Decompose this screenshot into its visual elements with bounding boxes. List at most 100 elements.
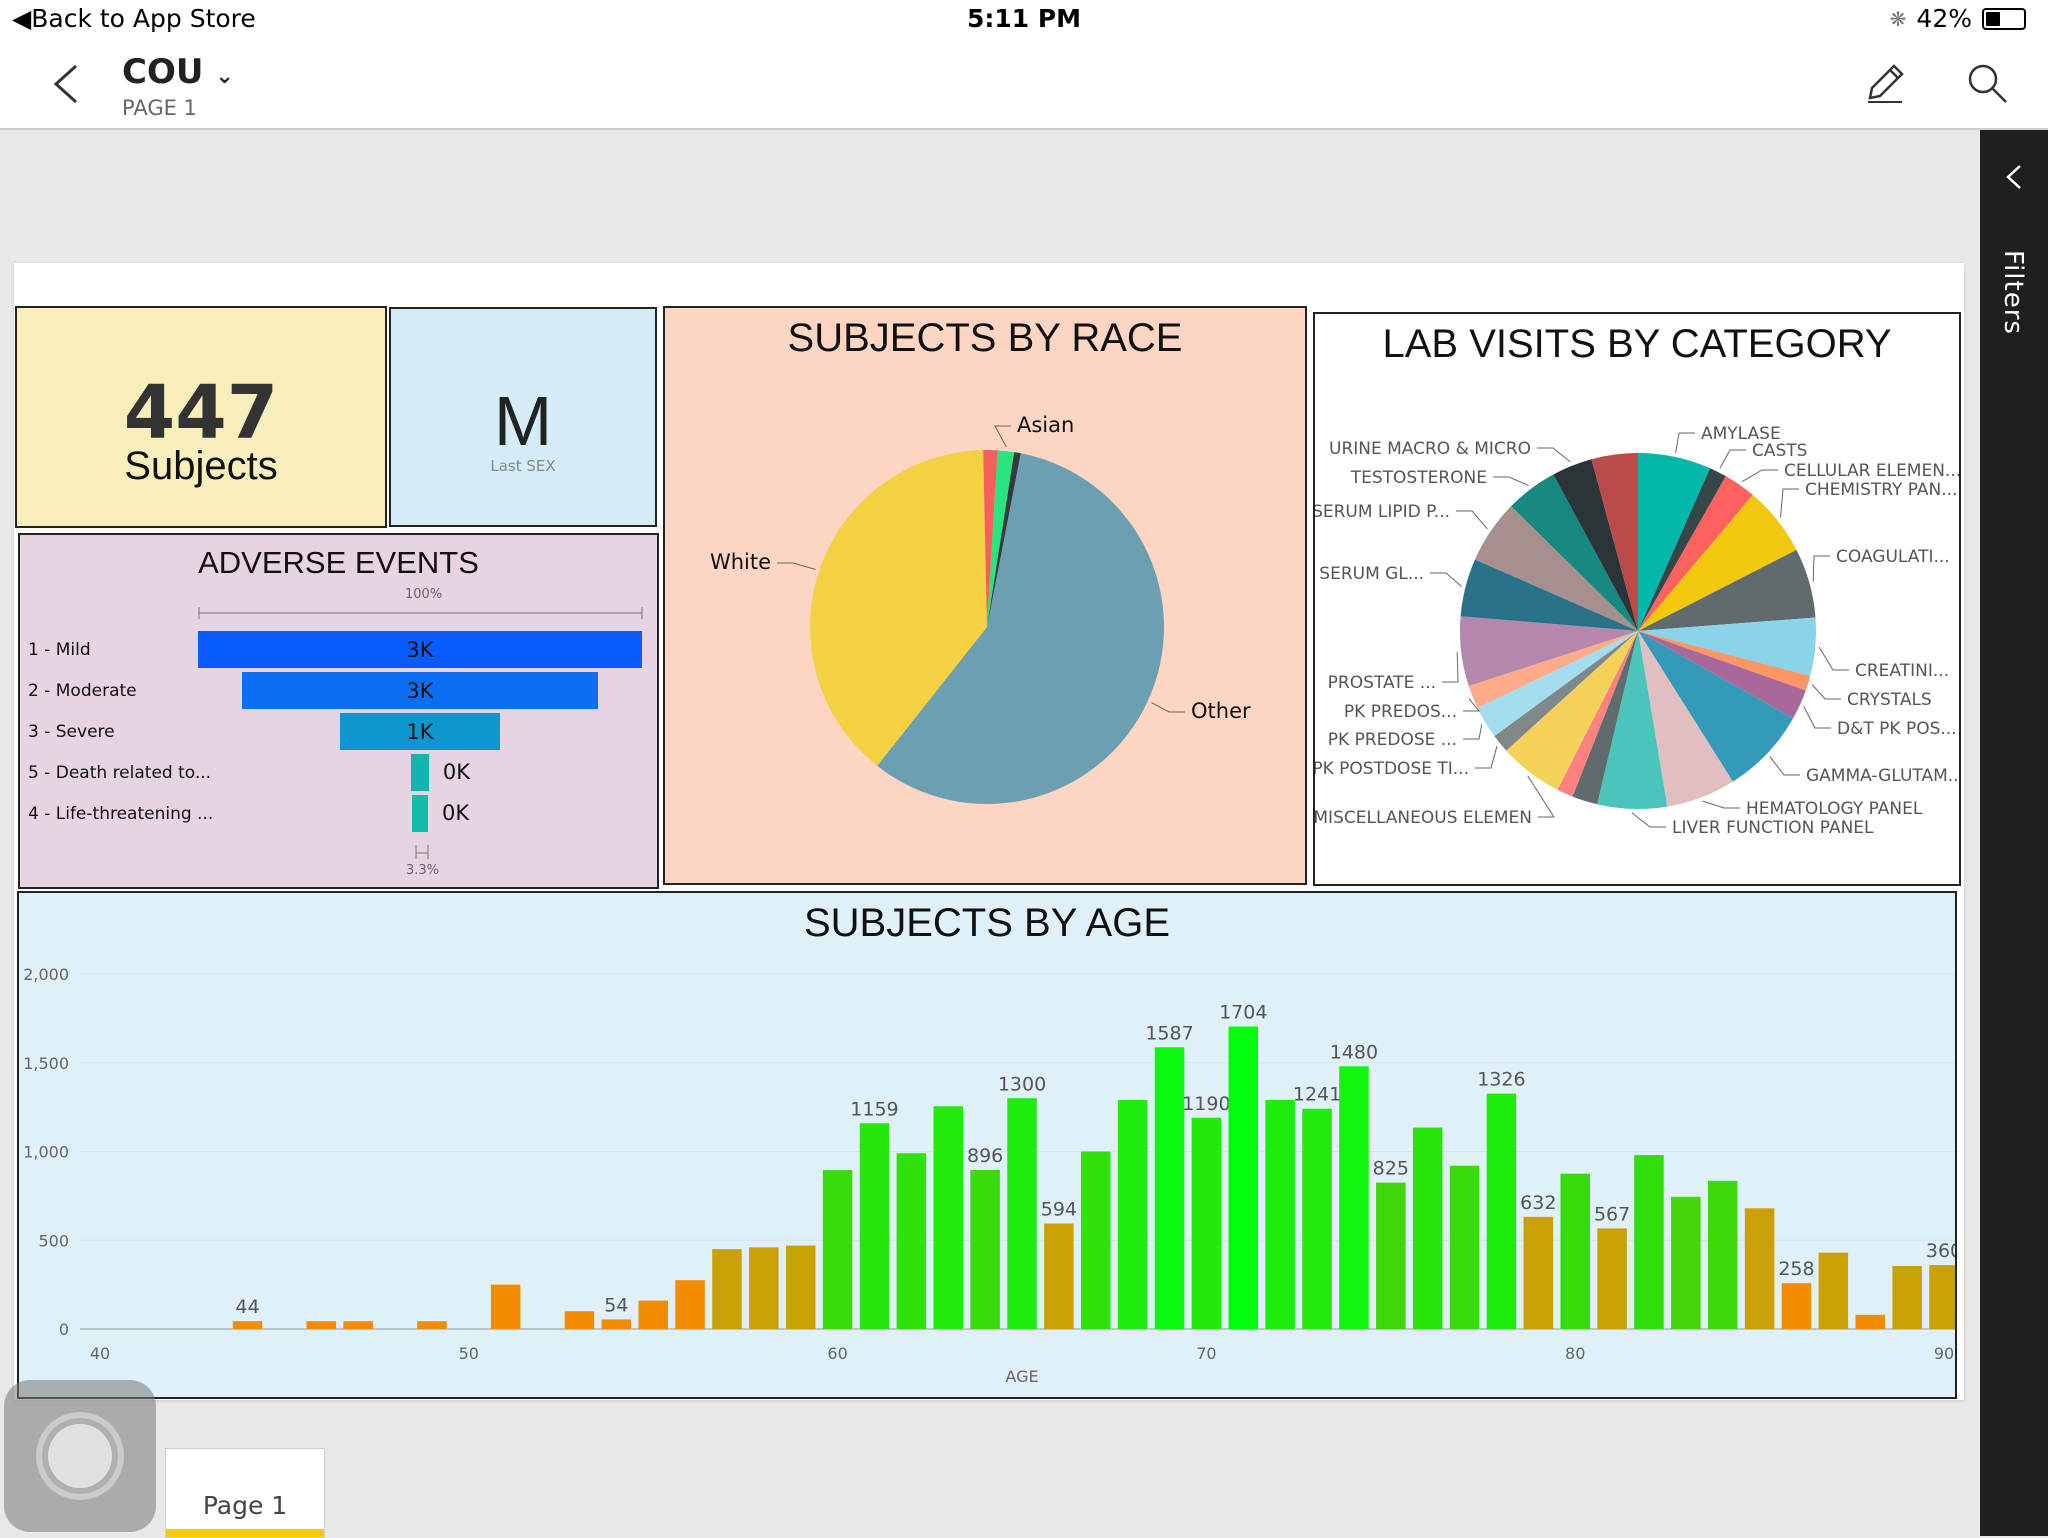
filters-pane[interactable]: [1980, 130, 2048, 1536]
subjects-card[interactable]: 447 Subjects: [15, 306, 387, 528]
search-icon[interactable]: [1966, 62, 2010, 106]
pen-icon[interactable]: [1862, 60, 1908, 106]
pie-slice[interactable]: [1460, 616, 1638, 687]
age-bar[interactable]: [675, 1280, 705, 1329]
pie-slice[interactable]: [1638, 494, 1797, 631]
age-bar[interactable]: [1744, 1208, 1775, 1329]
pie-slice[interactable]: [1506, 631, 1638, 790]
age-bar[interactable]: [896, 1153, 927, 1329]
funnel-bottom-percent: 3.3%: [406, 863, 440, 878]
adverse-events-funnel[interactable]: ADVERSE EVENTS 100% 1 - Mild 3K 2 - Modera…: [18, 533, 659, 889]
age-bar[interactable]: [749, 1247, 779, 1329]
battery-fill: [1986, 11, 2000, 26]
race-pie-tile[interactable]: SUBJECTS BY RACE Other White Asian: [663, 306, 1307, 885]
age-bar[interactable]: [306, 1321, 337, 1329]
age-bar[interactable]: [1228, 1026, 1259, 1329]
age-bar[interactable]: [1855, 1314, 1885, 1329]
pie-slice[interactable]: [983, 450, 998, 627]
age-bar[interactable]: [1044, 1223, 1074, 1329]
age-bar[interactable]: [1339, 1066, 1369, 1329]
pie-slice[interactable]: [1638, 631, 1733, 807]
pie-slice[interactable]: [1638, 631, 1806, 719]
pie-slice[interactable]: [1638, 476, 1753, 631]
age-bar[interactable]: [785, 1245, 816, 1329]
assistive-touch-button[interactable]: [4, 1380, 156, 1532]
back-to-app-store-link[interactable]: ◀Back to App Store: [12, 4, 256, 33]
age-bar[interactable]: [1892, 1265, 1922, 1329]
age-bar[interactable]: [1486, 1093, 1517, 1329]
age-bar[interactable]: [1671, 1196, 1701, 1329]
funnel-bar[interactable]: [411, 754, 429, 791]
age-bar[interactable]: [1707, 1180, 1738, 1329]
pie-slice[interactable]: [810, 450, 987, 766]
pie-slice[interactable]: [1638, 617, 1816, 676]
pie-slice[interactable]: [1591, 453, 1638, 631]
age-bar-chart[interactable]: 0 500 1,000 1,500 2,000 40 50 60 70 80 90 AGE 44 54 11…: [19, 893, 1955, 1397]
page-tab-1[interactable]: Page 1: [165, 1448, 325, 1538]
funnel-bar[interactable]: [412, 795, 428, 832]
pie-slice[interactable]: [1511, 474, 1638, 631]
pie-slice[interactable]: [1557, 631, 1638, 797]
age-bar[interactable]: [232, 1321, 263, 1329]
pie-leader-line: [777, 562, 816, 570]
age-bar[interactable]: [1191, 1117, 1222, 1329]
age-bar[interactable]: [1081, 1151, 1111, 1330]
pie-slice[interactable]: [877, 453, 1164, 804]
pie-slice[interactable]: [1638, 549, 1816, 631]
chevron-left-icon[interactable]: [2002, 162, 2026, 192]
age-bar[interactable]: [1560, 1173, 1590, 1329]
age-bar[interactable]: [970, 1169, 1000, 1329]
pie-slice[interactable]: [1638, 453, 1711, 631]
pie-slice[interactable]: [1638, 468, 1726, 631]
age-bar[interactable]: [859, 1123, 890, 1329]
report-title-dropdown[interactable]: COU ⌄: [122, 52, 234, 92]
funnel-bar[interactable]: 1K: [340, 713, 500, 750]
age-bar[interactable]: [1597, 1228, 1627, 1329]
age-bar[interactable]: [1412, 1127, 1443, 1329]
lab-visits-tile[interactable]: LAB VISITS BY CATEGORY AMYLASE CASTS CELLU…: [1313, 312, 1961, 886]
age-bar[interactable]: [933, 1106, 963, 1329]
pie-slice[interactable]: [1572, 631, 1638, 805]
age-bar[interactable]: [1523, 1216, 1554, 1329]
age-bar[interactable]: [601, 1319, 632, 1329]
age-bar[interactable]: [1376, 1182, 1406, 1329]
sex-card[interactable]: M Last SEX: [389, 307, 657, 527]
pie-slice[interactable]: [1468, 631, 1638, 708]
age-chart-tile[interactable]: SUBJECTS BY AGE 0 500 1,000 1,500 2,000 40 50 6…: [17, 891, 1957, 1399]
age-bar[interactable]: [343, 1321, 373, 1329]
pie-slice-label: SERUM LIPID P...: [1315, 502, 1450, 522]
age-bar[interactable]: [417, 1321, 447, 1329]
age-bar[interactable]: [1265, 1100, 1295, 1329]
age-bar[interactable]: [1302, 1108, 1332, 1329]
filters-label[interactable]: Filters: [1990, 250, 2038, 370]
age-bar[interactable]: [1449, 1165, 1480, 1329]
age-bar[interactable]: [1154, 1047, 1185, 1329]
age-bar[interactable]: [490, 1284, 521, 1329]
race-pie-chart[interactable]: Other White Asian: [665, 308, 1305, 883]
pie-slice-label: PROSTATE ...: [1328, 673, 1436, 693]
back-chevron-icon[interactable]: [48, 62, 82, 106]
age-bar[interactable]: [1117, 1100, 1148, 1329]
age-bar[interactable]: [1929, 1265, 1955, 1329]
pie-slice[interactable]: [1494, 631, 1638, 751]
age-bar[interactable]: [1781, 1283, 1812, 1329]
pie-slice[interactable]: [1477, 631, 1638, 737]
age-bar[interactable]: [1007, 1098, 1037, 1329]
funnel-bar[interactable]: 3K: [242, 672, 598, 709]
pie-slice[interactable]: [1553, 459, 1638, 631]
pie-slice[interactable]: [1638, 631, 1794, 782]
age-bar[interactable]: [638, 1300, 668, 1329]
pie-slice[interactable]: [1460, 559, 1638, 631]
age-bar[interactable]: [822, 1170, 853, 1329]
age-bar[interactable]: [1634, 1155, 1664, 1329]
pie-slice[interactable]: [987, 450, 1015, 627]
age-bar[interactable]: [1818, 1252, 1849, 1329]
age-bar[interactable]: [712, 1249, 742, 1329]
pie-slice[interactable]: [1597, 631, 1668, 809]
pie-slice[interactable]: [987, 452, 1021, 627]
pie-slice[interactable]: [1638, 631, 1811, 691]
pie-slice[interactable]: [1474, 506, 1638, 631]
funnel-bar[interactable]: 3K: [198, 631, 642, 668]
age-bar[interactable]: [564, 1311, 595, 1329]
